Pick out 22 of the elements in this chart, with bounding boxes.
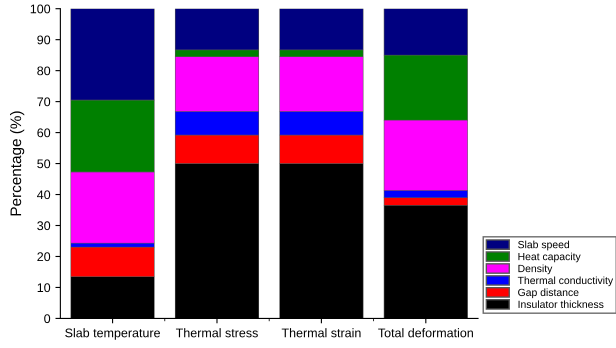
legend-label: Insulator thickness xyxy=(518,300,604,308)
legend-label: Gap distance xyxy=(518,288,579,298)
y-tick-label: 10 xyxy=(38,283,50,292)
y-axis-title: Percentage (%) xyxy=(10,111,24,216)
legend-label: Slab speed xyxy=(518,240,570,250)
y-tick-label: 30 xyxy=(37,221,50,230)
legend-label: Thermal conductivity xyxy=(518,276,614,286)
y-tick-label: 60 xyxy=(37,128,50,138)
x-tick-label: Thermal strain xyxy=(282,328,361,338)
legend-label: Heat capacity xyxy=(518,252,581,262)
y-tick-label: 50 xyxy=(37,159,50,168)
x-tick-label: Slab temperature xyxy=(65,328,160,340)
y-tick-label: 0 xyxy=(44,314,50,324)
x-tick-label: Thermal stress xyxy=(176,328,258,338)
x-tick-label: Total deformation xyxy=(378,328,473,338)
y-tick-label: 100 xyxy=(30,4,50,14)
y-tick-label: 90 xyxy=(37,35,50,44)
y-tick-label: 20 xyxy=(37,252,50,262)
y-tick-label: 80 xyxy=(37,66,50,76)
y-tick-label: 40 xyxy=(37,190,50,200)
legend-label: Density xyxy=(518,264,552,274)
y-tick-label: 70 xyxy=(37,97,50,106)
